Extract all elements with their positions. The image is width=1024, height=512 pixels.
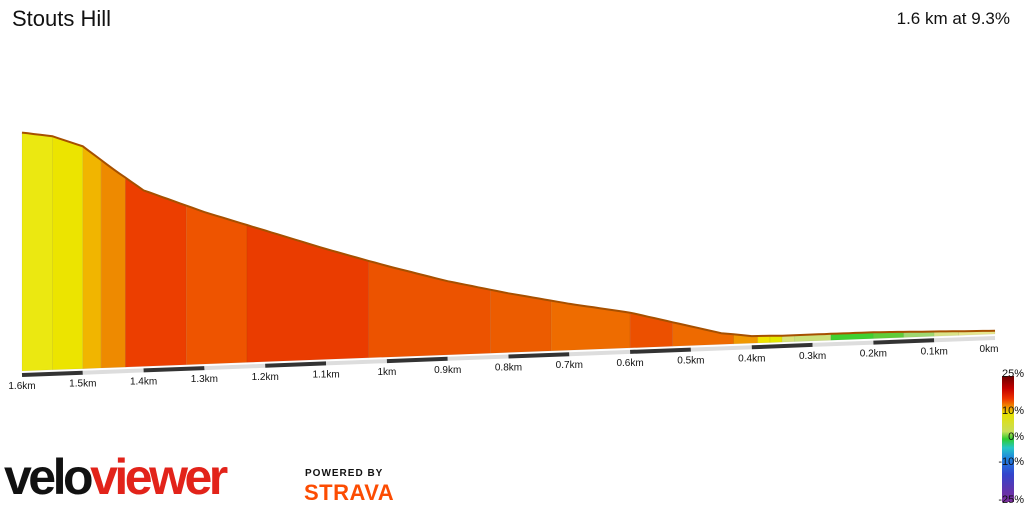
- x-tick-label: 1.2km: [252, 372, 279, 383]
- x-tick-label: 1km: [377, 367, 396, 378]
- legend-label: -10%: [998, 456, 1024, 468]
- distance-axis-bar: [508, 352, 570, 359]
- segment-summary: 1.6 km at 9.3%: [896, 9, 1010, 28]
- gradient-segment: [185, 205, 248, 366]
- distance-axis-bar: [326, 359, 387, 366]
- profile-edge-line: [21, 131, 996, 338]
- legend-label: 0%: [1008, 431, 1024, 443]
- x-tick-label: 0.9km: [434, 365, 461, 376]
- veloviewer-logo: veloviewer: [4, 446, 294, 508]
- segment-title: Stouts Hill: [12, 6, 112, 31]
- gradient-segment: [100, 159, 126, 369]
- distance-axis-bar: [873, 338, 935, 345]
- distance-axis-bar: [143, 366, 205, 373]
- x-tick-label: 1.5km: [69, 379, 96, 390]
- x-tick-label: 1.3km: [191, 374, 218, 385]
- gradient-segment: [368, 260, 491, 359]
- x-tick-label: 0km: [980, 344, 999, 355]
- logo-velo: velo: [4, 449, 94, 505]
- x-tick-label: 0.5km: [677, 356, 704, 367]
- strava-logo: STRAVA: [304, 480, 395, 505]
- distance-axis-bar: [265, 361, 327, 368]
- distance-axis-bar: [21, 370, 83, 377]
- x-tick-label: 0.6km: [616, 358, 643, 369]
- gradient-segment: [82, 145, 102, 370]
- gradient-segment: [550, 300, 631, 352]
- gradient-segment: [125, 177, 187, 368]
- x-tick-label: 0.4km: [738, 353, 765, 364]
- legend-label: -25%: [998, 494, 1024, 506]
- x-tick-label: 0.7km: [556, 360, 583, 371]
- distance-axis-bar: [751, 342, 813, 350]
- x-tick-label: 0.1km: [921, 346, 948, 357]
- distance-axis-bar: [569, 349, 631, 357]
- gradient-segment: [52, 135, 84, 371]
- distance-axis-bar: [630, 347, 691, 354]
- x-tick-label: 0.2km: [860, 349, 887, 360]
- powered-by-label: POWERED BY: [305, 468, 384, 479]
- gradient-legend-bar: [1002, 376, 1014, 502]
- x-tick-label: 1.4km: [130, 376, 157, 387]
- distance-axis-bar: [934, 336, 996, 343]
- legend-label: 25%: [1001, 368, 1024, 380]
- distance-axis-bar: [386, 356, 448, 364]
- x-tick-label: 1.6km: [8, 381, 35, 392]
- distance-axis-bar: [812, 340, 874, 347]
- x-tick-label: 0.8km: [495, 363, 522, 374]
- x-tick-label: 0.3km: [799, 351, 826, 362]
- distance-axis-bar: [690, 345, 752, 352]
- x-tick-label: 1.1km: [312, 369, 339, 380]
- gradient-segment: [246, 224, 369, 363]
- logo-viewer: viewer: [90, 449, 228, 505]
- distance-axis-bar: [82, 368, 144, 375]
- distance-axis-bar: [204, 363, 266, 371]
- gradient-segment: [21, 132, 53, 372]
- distance-axis-bar: [447, 354, 509, 361]
- legend-label: 10%: [1001, 405, 1024, 417]
